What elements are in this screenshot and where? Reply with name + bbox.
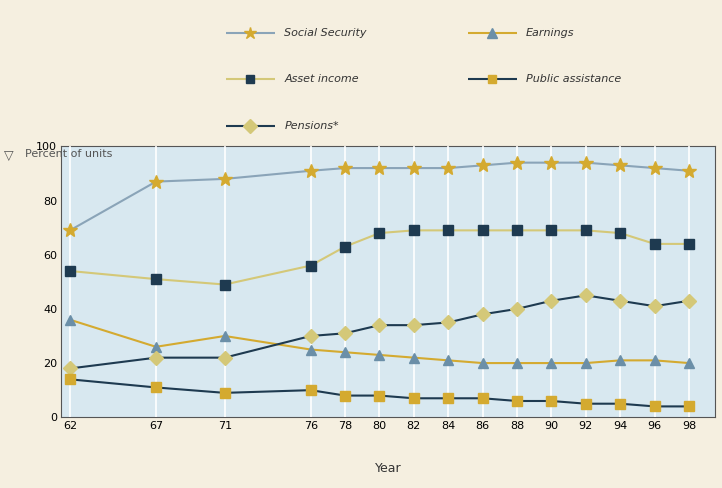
Text: ▽: ▽ bbox=[4, 149, 13, 162]
Text: Pensions*: Pensions* bbox=[284, 121, 339, 131]
Text: Public assistance: Public assistance bbox=[526, 74, 622, 83]
Text: Percent of units: Percent of units bbox=[25, 149, 113, 159]
Text: Year: Year bbox=[375, 462, 401, 475]
Text: Social Security: Social Security bbox=[284, 28, 367, 38]
Text: Asset income: Asset income bbox=[284, 74, 359, 83]
Text: Earnings: Earnings bbox=[526, 28, 575, 38]
